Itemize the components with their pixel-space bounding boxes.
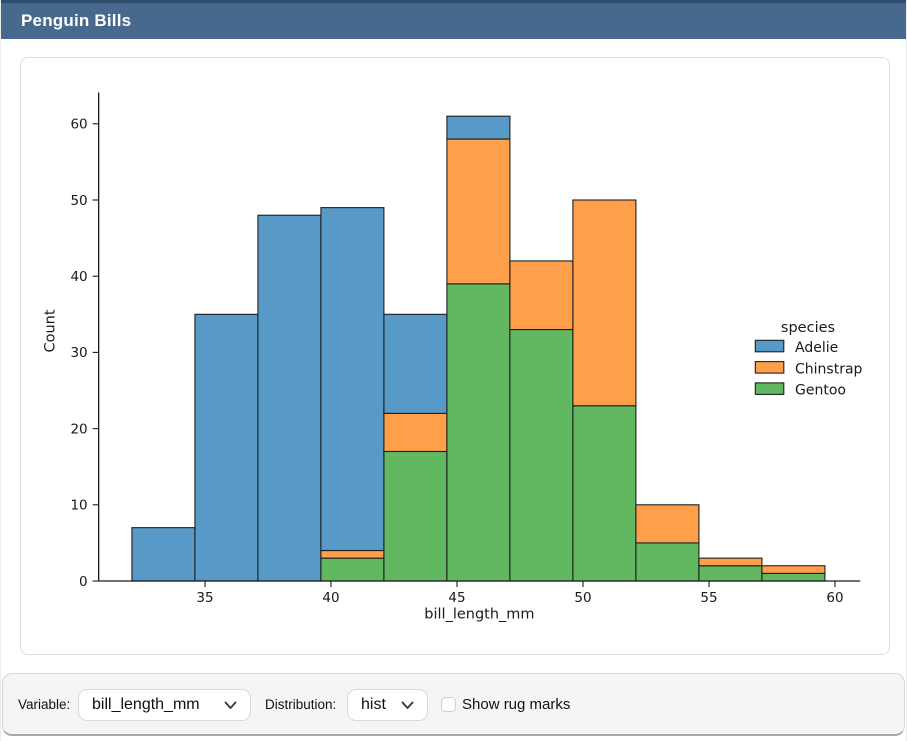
- legend-swatch: [754, 339, 785, 353]
- y-axis-title: Count: [43, 309, 59, 352]
- histogram-bar-segment: [635, 504, 700, 544]
- legend-swatch: [754, 361, 785, 374]
- legend-label: Chinstrap: [795, 361, 863, 377]
- x-tick-label: 60: [826, 590, 843, 606]
- y-tick-label: 30: [70, 345, 87, 361]
- histogram-bar-segment: [257, 214, 322, 582]
- histogram-bar-segment: [509, 328, 574, 582]
- chevron-down-icon: [224, 701, 237, 709]
- legend-label: Adelie: [795, 340, 838, 356]
- variable-label: Variable:: [18, 696, 71, 712]
- y-tick-label: 60: [70, 117, 87, 133]
- histogram-bar-segment: [635, 542, 700, 582]
- y-tick-label: 40: [70, 269, 87, 285]
- x-axis-title: bill_length_mm: [424, 607, 534, 623]
- histogram-bar-segment: [320, 207, 385, 552]
- histogram-bar-segment: [761, 565, 826, 574]
- title-bar-top-strip: [1, 0, 906, 3]
- distribution-select[interactable]: hist: [347, 689, 428, 721]
- histogram-bar-segment: [194, 313, 259, 582]
- x-tick-label: 35: [196, 590, 213, 606]
- histogram-bar-segment: [383, 313, 448, 414]
- rug-label: Show rug marks: [462, 695, 571, 713]
- histogram-bar-segment: [131, 527, 196, 582]
- title-bar: Penguin Bills: [1, 0, 906, 39]
- histogram-chart: 35 40 45 50 55 60 0 10 20 30 40 50 60 bill_length_mm C…: [43, 92, 863, 623]
- x-tick-label: 45: [448, 590, 465, 606]
- histogram-bar-segment: [446, 138, 511, 285]
- histogram-bar-segment: [572, 199, 637, 407]
- distribution-select-value: hist: [361, 696, 386, 713]
- histogram-bar-segment: [509, 260, 574, 331]
- x-tick-label: 40: [322, 590, 339, 606]
- histogram-bar-segment: [446, 283, 511, 582]
- app-title: Penguin Bills: [21, 11, 132, 30]
- variable-select[interactable]: bill_length_mm: [78, 689, 251, 721]
- histogram-bar-segment: [383, 450, 448, 582]
- histogram-bar-segment: [761, 572, 826, 582]
- y-tick-label: 20: [70, 421, 87, 437]
- histogram-bar-segment: [383, 412, 448, 453]
- controls-bar: Variable: bill_length_mm Distribution: h…: [2, 673, 905, 736]
- legend-label: Gentoo: [795, 383, 846, 399]
- legend-swatch: [754, 382, 785, 395]
- chart-card: 35 40 45 50 55 60 0 10 20 30 40 50 60 bill_length_mm C…: [20, 57, 890, 655]
- rug-checkbox[interactable]: [441, 697, 456, 712]
- x-tick-label: 50: [574, 590, 591, 606]
- y-tick-label: 10: [70, 498, 87, 514]
- distribution-label: Distribution:: [265, 696, 337, 712]
- histogram-bar-segment: [320, 549, 385, 559]
- histogram-bar-segment: [698, 565, 763, 582]
- variable-select-value: bill_length_mm: [92, 696, 200, 713]
- legend-title: species: [781, 320, 835, 336]
- y-tick-label: 50: [70, 193, 87, 209]
- x-tick-label: 55: [700, 590, 717, 606]
- histogram-bar-segment: [572, 405, 637, 582]
- y-tick-label: 0: [79, 574, 88, 590]
- chevron-down-icon: [401, 701, 414, 709]
- histogram-bar-segment: [320, 557, 385, 582]
- histogram-bar-segment: [698, 557, 763, 567]
- histogram-bar-segment: [446, 115, 511, 140]
